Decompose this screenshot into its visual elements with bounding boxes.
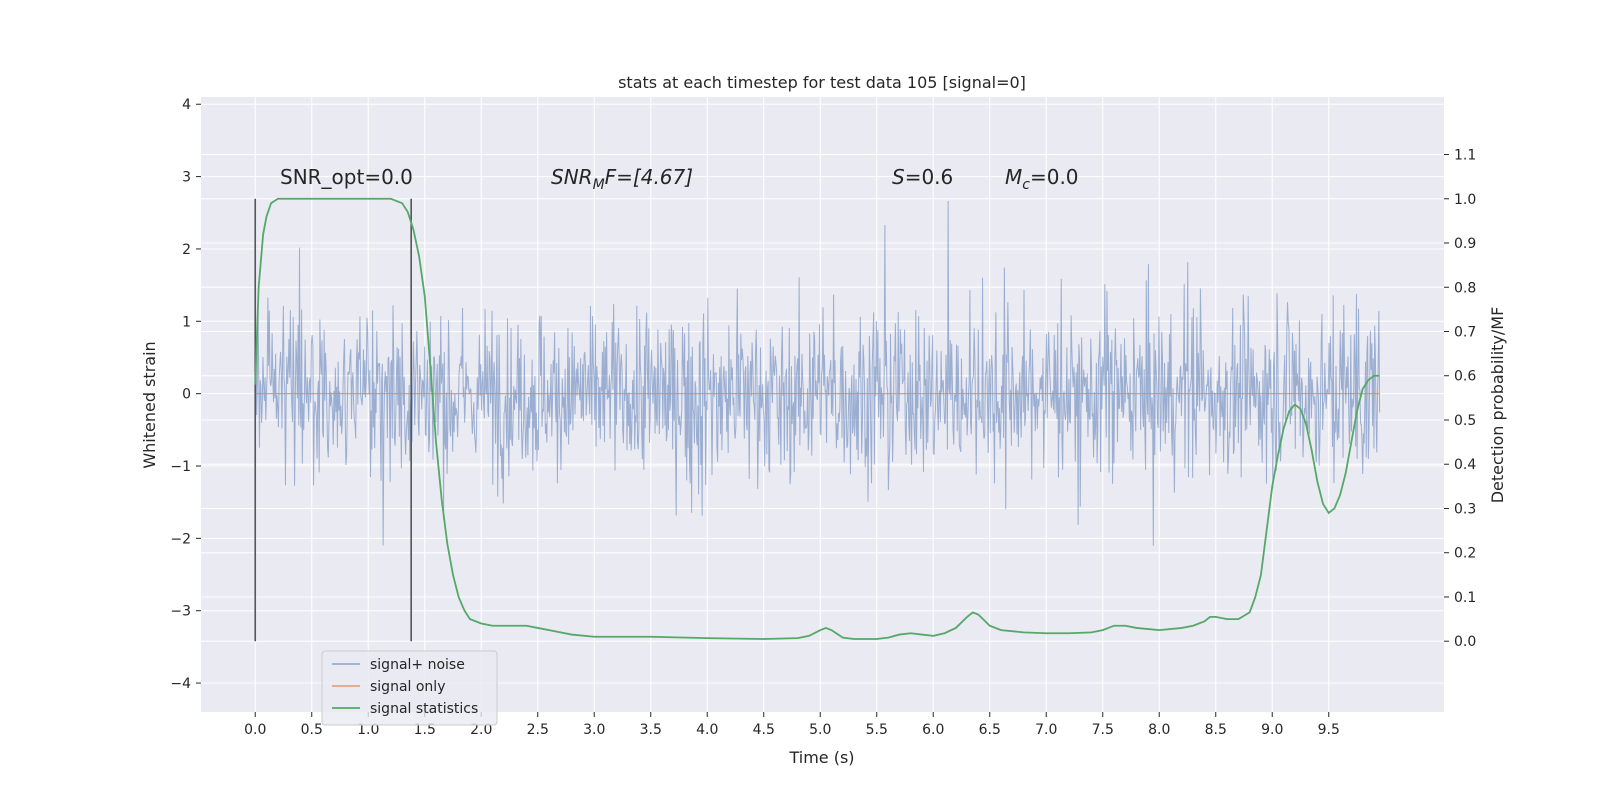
y-tick-label: −1: [170, 459, 191, 475]
chart-title: stats at each timestep for test data 105…: [618, 73, 1026, 92]
x-tick-label: 9.0: [1261, 722, 1283, 738]
y2-axis-ticks: 0.0 0.1 0.2 0.3 0.4 0.5 0.6 0.7 0.8 0.9 1.0 1.1: [1444, 148, 1476, 650]
x-tick-label: 2.0: [470, 722, 492, 738]
x-tick-label: 4.0: [696, 722, 718, 738]
y-tick-label: −4: [170, 676, 191, 692]
y-tick-label: 2: [182, 242, 191, 258]
y2-tick-label: 0.1: [1454, 590, 1476, 606]
y-tick-label: −3: [170, 604, 191, 620]
y2-tick-label: 0.6: [1454, 369, 1476, 385]
x-tick-label: 9.5: [1318, 722, 1340, 738]
x-tick-label: 4.5: [753, 722, 775, 738]
y2-tick-label: 0.0: [1454, 634, 1476, 650]
x-tick-label: 6.0: [922, 722, 944, 738]
y2-tick-label: 0.9: [1454, 236, 1476, 252]
x-tick-label: 7.5: [1092, 722, 1114, 738]
legend: signal+ noise signal only signal statist…: [321, 650, 498, 726]
x-tick-label: 2.5: [527, 722, 549, 738]
legend-label-signal-statistics: signal statistics: [370, 701, 478, 717]
x-tick-label: 6.5: [979, 722, 1001, 738]
x-tick-label: 0.0: [244, 722, 266, 738]
x-tick-label: 1.5: [414, 722, 436, 738]
x-tick-label: 5.5: [866, 722, 888, 738]
y-tick-label: 0: [182, 387, 191, 403]
x-axis-ticks: 0.0 0.5 1.0 1.5 2.0 2.5 3.0 3.5 4.0 4.5 5.0 5.5 6.0 6…: [244, 712, 1340, 738]
x-tick-label: 3.5: [640, 722, 662, 738]
legend-label-signal-only: signal only: [370, 679, 445, 695]
y-tick-label: 3: [182, 170, 191, 186]
y-axis-ticks: −4 −3 −2 −1 0 1 2 3 4: [170, 97, 201, 692]
annotation-mc: Mc=0.0: [1005, 165, 1079, 193]
y2-tick-label: 0.7: [1454, 324, 1476, 340]
y-axis-label: Whitened strain: [140, 341, 159, 468]
x-tick-label: 8.5: [1205, 722, 1227, 738]
plot-background: [201, 97, 1444, 712]
y2-tick-label: 1.0: [1454, 192, 1476, 208]
x-tick-label: 5.0: [809, 722, 831, 738]
signal-plus-noise-line: [254, 200, 1381, 546]
y2-tick-label: 0.3: [1454, 501, 1476, 517]
y2-tick-label: 0.4: [1454, 457, 1476, 473]
annotation-snr-opt: SNR_opt=0.0: [280, 165, 413, 189]
x-axis-label: Time (s): [788, 748, 854, 767]
x-tick-label: 0.5: [301, 722, 323, 738]
series-signal-statistics: [254, 197, 1380, 640]
vertical-markers: [254, 198, 412, 642]
signal-statistics-line: [254, 197, 1380, 640]
x-tick-label: 8.0: [1148, 722, 1170, 738]
series-signal-plus-noise: [254, 200, 1381, 546]
y-tick-label: 1: [182, 314, 191, 330]
x-tick-label: 1.0: [357, 722, 379, 738]
legend-label-signal-plus-noise: signal+ noise: [370, 657, 465, 673]
x-tick-label: 3.0: [583, 722, 605, 738]
x-tick-label: 7.0: [1035, 722, 1057, 738]
annotation-snr-mf: SNRMF=[4.67]: [551, 165, 693, 193]
y2-tick-label: 1.1: [1454, 148, 1476, 164]
y2-tick-label: 0.8: [1454, 280, 1476, 296]
y2-tick-label: 0.2: [1454, 546, 1476, 562]
legend-box: [321, 650, 498, 726]
y-tick-label: 4: [182, 97, 191, 113]
annotation-s: S=0.6: [892, 165, 953, 189]
y-tick-label: −2: [170, 531, 191, 547]
y2-axis-label: Detection probability/MF: [1488, 307, 1507, 504]
y2-tick-label: 0.5: [1454, 413, 1476, 429]
